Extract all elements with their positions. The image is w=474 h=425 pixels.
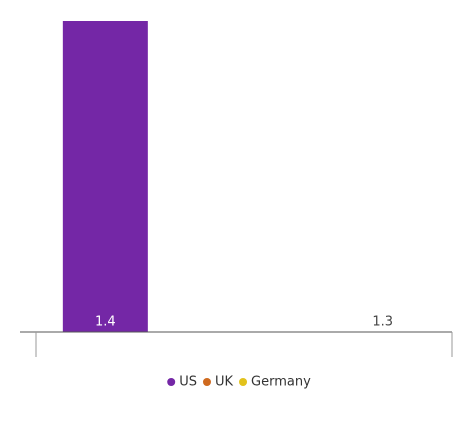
legend-item: Germany <box>239 375 311 390</box>
legend-swatch <box>167 378 176 386</box>
bar <box>62 21 148 332</box>
value-label: 1.4 <box>95 315 116 330</box>
value-label: 1.3 <box>372 315 393 330</box>
legend-swatch <box>239 378 248 386</box>
legend-label: Germany <box>251 375 311 390</box>
legend: US UK Germany <box>167 375 311 390</box>
legend-label: UK <box>215 375 234 390</box>
legend-item: UK <box>202 375 234 390</box>
legend-item: US <box>167 375 197 390</box>
legend-label: US <box>179 375 197 390</box>
legend-swatch <box>202 378 211 386</box>
